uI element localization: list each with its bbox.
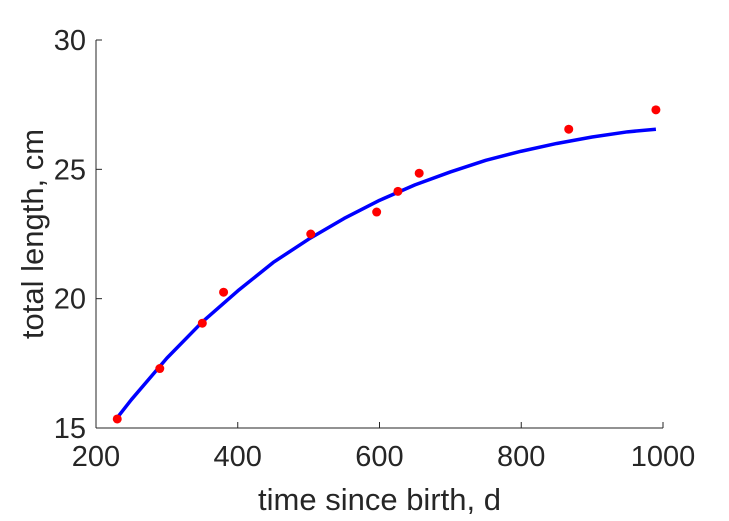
data-point — [564, 124, 574, 134]
y-tick-label: 15 — [54, 413, 86, 445]
plot-area — [112, 105, 661, 424]
data-point — [112, 414, 122, 424]
y-tick-label: 20 — [54, 284, 86, 316]
data-point — [197, 318, 207, 328]
y-tick-label: 25 — [54, 154, 86, 186]
fit-curve-line — [115, 127, 657, 419]
x-tick-label: 200 — [72, 441, 120, 473]
data-point — [306, 229, 316, 239]
x-tick-label: 800 — [497, 441, 545, 473]
y-tick-label: 30 — [54, 25, 86, 57]
x-axis-title: time since birth, d — [258, 482, 501, 517]
data-point — [393, 186, 403, 196]
x-tick-label: 1000 — [631, 441, 696, 473]
x-axis-ticks: 200 400 600 800 1000 — [72, 422, 695, 473]
data-point — [372, 207, 382, 217]
data-point — [414, 168, 424, 178]
x-tick-label: 600 — [355, 441, 403, 473]
y-axis-ticks: 15 20 25 30 — [54, 25, 102, 445]
data-point — [651, 105, 661, 115]
data-point — [219, 287, 229, 297]
data-point — [155, 364, 165, 374]
y-axis-title: total length, cm — [15, 129, 50, 339]
axes — [95, 40, 663, 429]
x-tick-label: 400 — [214, 441, 262, 473]
